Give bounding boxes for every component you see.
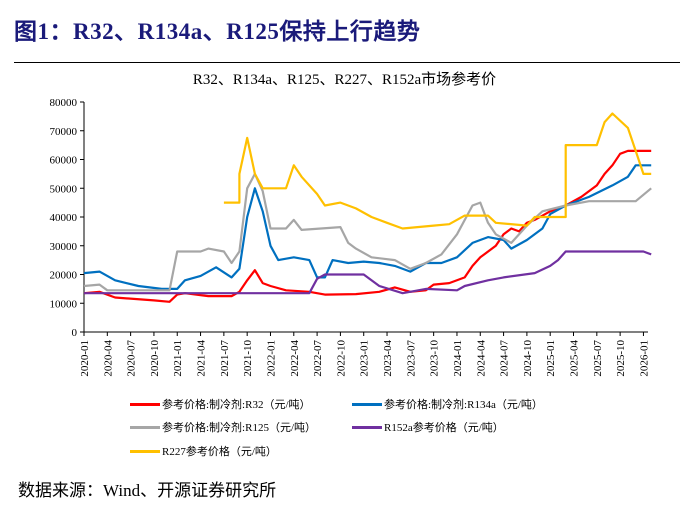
x-tick-label: 2025-07 — [592, 340, 604, 377]
figure-title: 图1：R32、R134a、R125保持上行趋势 — [14, 19, 421, 44]
x-tick-label: 2025-01 — [545, 340, 557, 377]
legend-label: R152a参考价格（元/吨） — [384, 422, 504, 434]
y-tick-label: 20000 — [50, 270, 78, 282]
x-tick-label: 2026-01 — [638, 340, 650, 377]
legend-swatch — [130, 402, 160, 406]
x-tick-label: 2024-04 — [475, 340, 487, 377]
x-tick-label: 2023-07 — [405, 340, 417, 377]
chart-title: R32、R134a、R125、R227、R152a市场参考价 — [192, 72, 497, 88]
x-tick-label: 2024-01 — [452, 340, 464, 377]
source-note: 数据来源：Wind、开源证券研究所 — [18, 481, 277, 500]
series-line-4 — [223, 112, 652, 230]
y-tick-label: 50000 — [50, 183, 78, 195]
x-tick-label: 2022-07 — [312, 340, 324, 377]
x-tick-label: 2023-01 — [359, 340, 371, 377]
x-tick-label: 2024-10 — [522, 340, 534, 377]
x-tick-label: 2021-04 — [196, 340, 208, 377]
x-tick-label: 2020-01 — [79, 340, 91, 377]
y-tick-label: 0 — [72, 327, 78, 339]
y-tick-label: 40000 — [50, 212, 78, 224]
series-line-3 — [84, 250, 652, 295]
legend-swatch — [352, 425, 382, 429]
x-tick-label: 2020-07 — [126, 340, 138, 377]
series-line-2 — [83, 172, 652, 292]
y-tick-label: 10000 — [50, 298, 78, 310]
legend-item-r134a: 参考价格:制冷剂:R134a（元/吨） — [352, 396, 543, 412]
legend-swatch — [352, 402, 382, 406]
x-tick-label: 2021-10 — [242, 340, 254, 377]
x-tick-label: 2023-10 — [429, 340, 441, 377]
title-divider — [14, 62, 680, 63]
x-tick-label: 2025-10 — [615, 340, 627, 377]
x-tick-label: 2020-04 — [102, 340, 114, 377]
line-chart: 0 10000 20000 30000 40000 50000 60000 70000 8000… — [50, 97, 652, 377]
legend-item-r152a: R152a参考价格（元/吨） — [352, 419, 504, 435]
legend-label: 参考价格:制冷剂:R134a（元/吨） — [384, 399, 543, 411]
legend-swatch — [130, 425, 160, 429]
y-tick-label: 30000 — [50, 241, 78, 253]
legend-label: 参考价格:制冷剂:R125（元/吨） — [162, 422, 317, 434]
legend-item-r227: R227参考价格（元/吨） — [130, 443, 277, 459]
x-tick-label: 2020-10 — [149, 340, 161, 377]
x-tick-label: 2022-04 — [289, 340, 301, 377]
legend-item-r32: 参考价格:制冷剂:R32（元/吨） — [130, 396, 311, 412]
legend-item-r125: 参考价格:制冷剂:R125（元/吨） — [130, 419, 316, 435]
legend-swatch — [130, 449, 160, 453]
y-tick-label: 80000 — [50, 97, 78, 109]
x-tick-label: 2024-07 — [499, 340, 511, 377]
x-tick-label: 2021-07 — [219, 340, 231, 377]
x-tick-label: 2021-01 — [172, 340, 184, 377]
legend-label: 参考价格:制冷剂:R32（元/吨） — [162, 399, 311, 411]
x-tick-label: 2022-10 — [335, 340, 347, 377]
series-line-1 — [83, 164, 652, 290]
x-tick-label: 2022-01 — [265, 340, 277, 377]
legend-label: R227参考价格（元/吨） — [162, 446, 277, 458]
x-tick-label: 2023-04 — [382, 340, 394, 377]
x-tick-label: 2025-04 — [569, 340, 581, 377]
y-tick-label: 70000 — [50, 126, 78, 138]
y-tick-label: 60000 — [50, 155, 78, 167]
